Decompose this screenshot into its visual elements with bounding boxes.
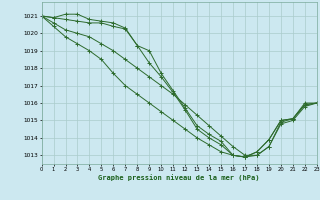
X-axis label: Graphe pression niveau de la mer (hPa): Graphe pression niveau de la mer (hPa) bbox=[99, 174, 260, 181]
